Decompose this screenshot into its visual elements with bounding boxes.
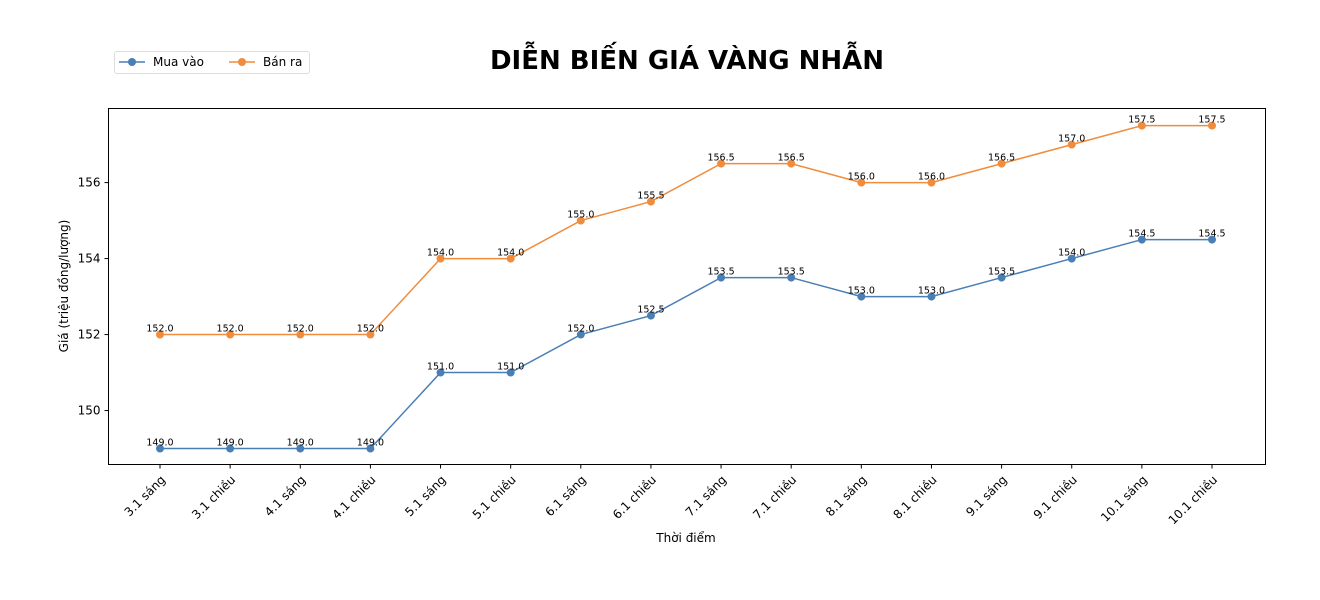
data-point [1067,140,1076,149]
legend-item-mua-vao: Mua vào [119,55,204,69]
data-label: 152.0 [217,324,244,335]
x-tick-label: 10.1 chiều [1166,473,1220,527]
data-label: 155.0 [567,210,594,221]
x-tick-label: 4.1 sáng [262,473,308,519]
data-label: 156.5 [988,153,1015,164]
data-point [997,273,1006,282]
data-label: 154.5 [1128,229,1155,240]
data-label: 157.5 [1128,115,1155,126]
y-tick-label: 152 [78,328,101,342]
x-tick-label: 6.1 chiều [610,473,659,522]
data-point [1137,121,1146,130]
data-label: 151.0 [427,362,454,373]
plot-frame [108,108,1266,465]
data-point [226,444,235,453]
data-point [156,444,164,453]
chart-title: DIỄN BIẾN GIÁ VÀNG NHẪN [489,46,885,76]
data-point [436,254,445,263]
x-tick-label: 9.1 chiều [1031,473,1080,522]
data-label: 156.5 [707,153,734,164]
x-tick-label: 9.1 sáng [963,473,1009,519]
data-label: 154.0 [427,248,454,259]
data-label: 154.0 [1058,248,1085,259]
data-label: 149.0 [287,438,314,449]
x-tick-label: 3.1 chiều [189,473,238,522]
data-label: 154.0 [497,248,524,259]
data-point [1208,235,1216,244]
data-label: 152.0 [287,324,314,335]
data-point [296,330,305,339]
data-point [436,368,445,377]
data-point [1137,235,1146,244]
data-point [366,444,375,453]
data-point [646,197,655,206]
data-label: 153.5 [778,267,805,278]
series-line-0 [160,238,1212,450]
data-point [997,159,1006,168]
legend-label: Bán ra [263,55,303,69]
data-label: 153.0 [848,286,875,297]
data-label: 153.5 [707,267,734,278]
data-point [787,273,796,282]
x-tick-label: 5.1 sáng [402,473,448,519]
data-point [156,330,164,339]
data-label: 154.5 [1198,229,1225,240]
data-point [927,292,936,301]
data-point [717,273,726,282]
data-point [787,159,796,168]
data-label: 157.5 [1198,115,1225,126]
data-point [576,330,585,339]
x-tick-label: 8.1 sáng [823,473,869,519]
x-tick-label: 3.1 sáng [122,473,168,519]
data-point [506,254,515,263]
data-point [1067,254,1076,263]
y-tick-label: 156 [78,176,101,190]
data-point [927,178,936,187]
data-label: 157.0 [1058,134,1085,145]
data-label: 149.0 [217,438,244,449]
data-label: 149.0 [146,438,173,449]
data-point [296,444,305,453]
x-tick-label: 10.1 sáng [1098,473,1150,525]
x-tick-label: 7.1 sáng [683,473,729,519]
x-tick-label: 5.1 chiều [470,473,519,522]
data-point [857,292,866,301]
y-tick-label: 150 [78,404,101,418]
data-point [717,159,726,168]
x-axis-label: Thời điểm [655,531,715,545]
y-axis-label: Giá (triệu đồng/lượng) [57,220,71,353]
x-tick-label: 4.1 chiều [329,473,378,522]
data-label: 156.0 [918,172,945,183]
data-label: 152.5 [637,305,664,316]
x-tick-label: 8.1 chiều [890,473,939,522]
data-label: 152.0 [567,324,594,335]
data-label: 149.0 [357,438,384,449]
data-point [576,216,585,225]
legend-label: Mua vào [153,55,204,69]
legend-marker-ban-ra [229,58,255,66]
y-tick-label: 154 [78,252,101,266]
data-label: 156.5 [778,153,805,164]
data-label: 151.0 [497,362,524,373]
data-label: 152.0 [357,324,384,335]
x-tick-label: 7.1 chiều [750,473,799,522]
legend: Mua vào Bán ra [114,51,310,74]
data-point [646,311,655,320]
data-point [506,368,515,377]
data-label: 153.5 [988,267,1015,278]
series-line-1 [160,124,1212,336]
legend-marker-mua-vao [119,58,145,66]
data-point [857,178,866,187]
legend-item-ban-ra: Bán ra [229,55,302,69]
x-tick-label: 6.1 sáng [542,473,588,519]
data-label: 152.0 [146,324,173,335]
data-point [226,330,235,339]
data-label: 155.5 [637,191,664,202]
data-label: 156.0 [848,172,875,183]
data-point [1208,121,1216,130]
data-label: 153.0 [918,286,945,297]
data-point [366,330,375,339]
